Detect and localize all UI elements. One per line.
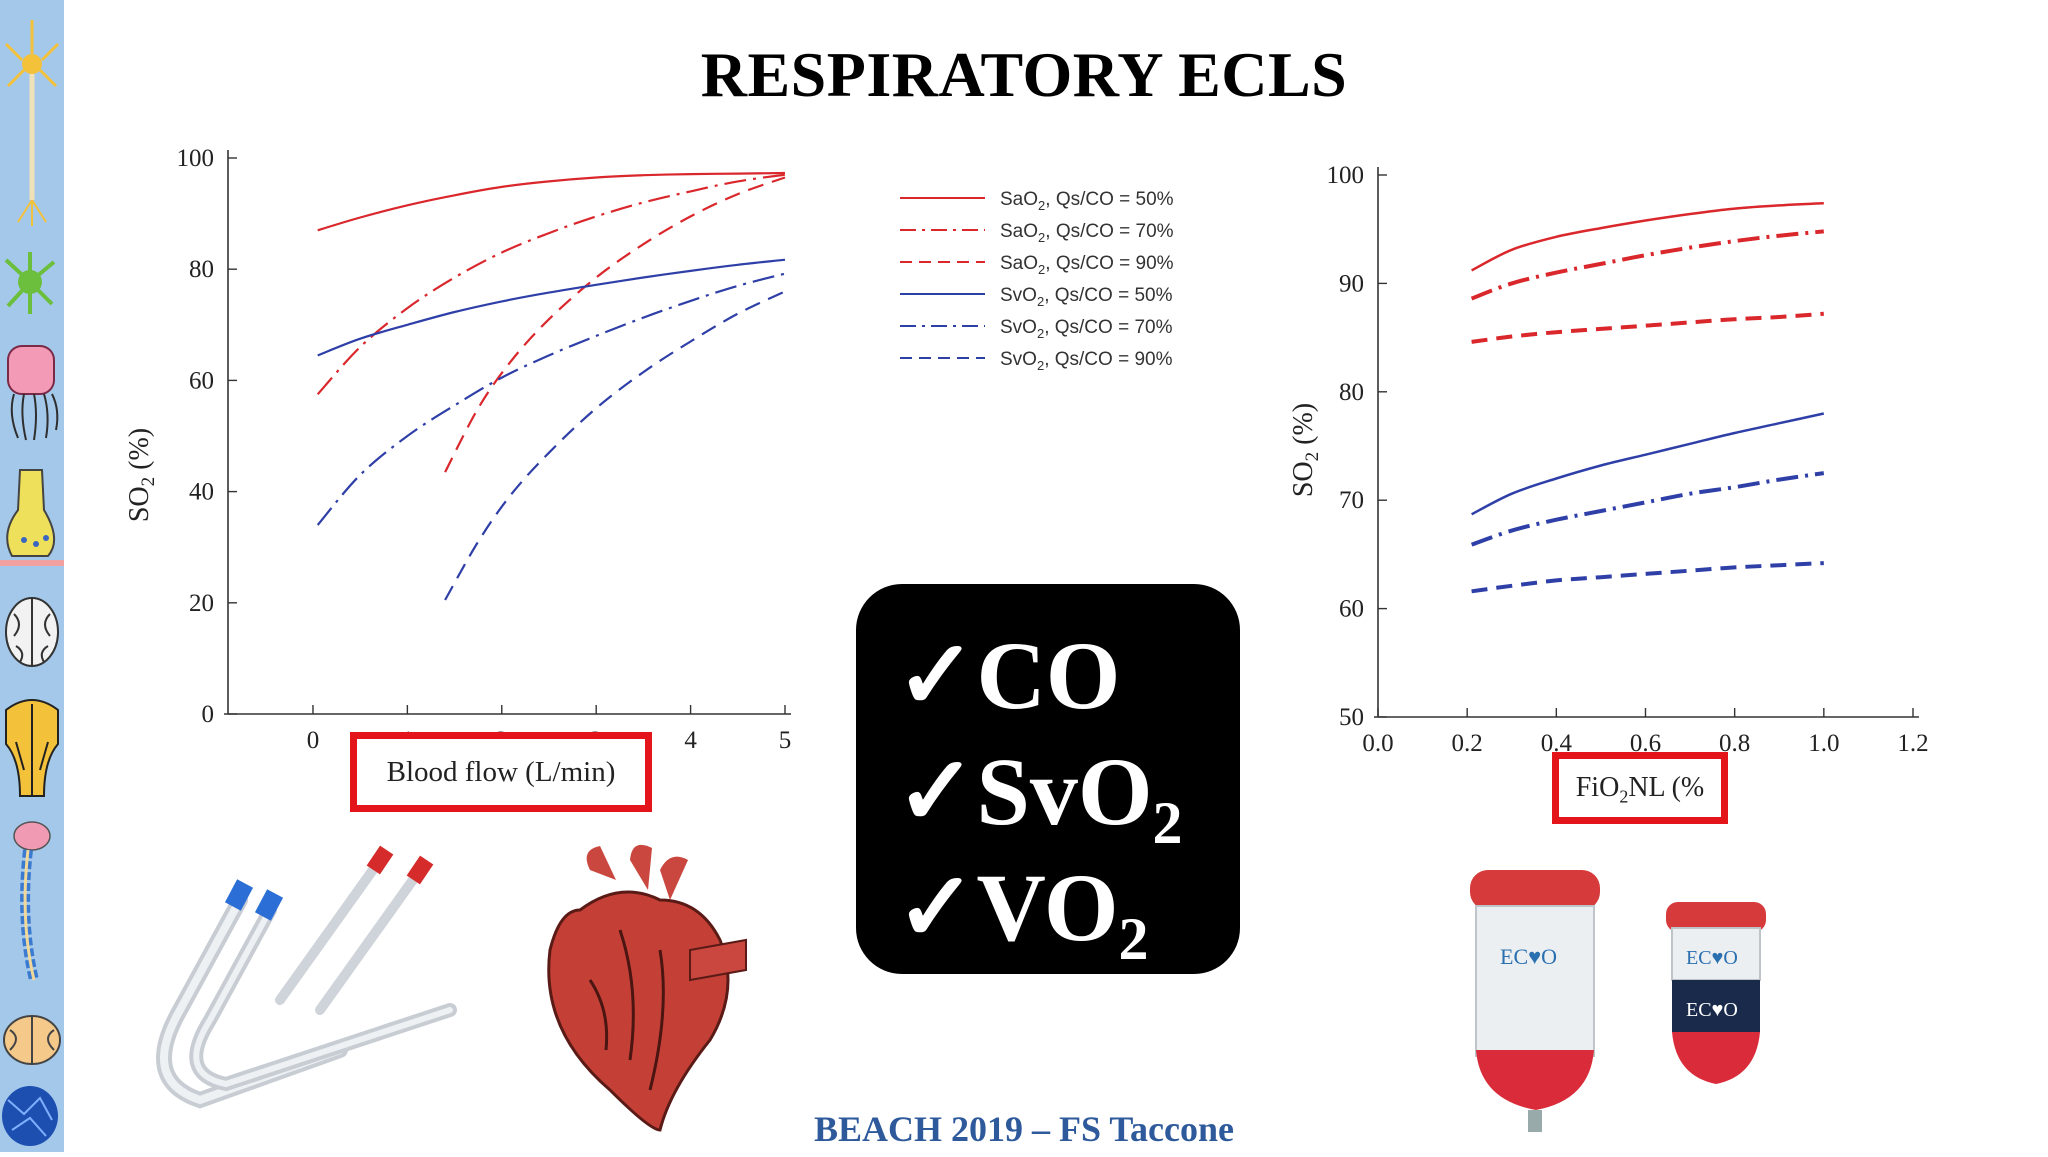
- x-tick-label: 0.2: [1452, 730, 1483, 757]
- x-axis-label-fio2: FiO2NL (%: [1575, 772, 1705, 807]
- y-tick-label: 100: [1327, 162, 1365, 189]
- y-tick-label: 90: [1339, 270, 1364, 297]
- y-tick-label: 70: [1339, 487, 1364, 514]
- series-line-4: [1470, 471, 1825, 547]
- cerebellum-icon: [3, 1015, 61, 1065]
- y-tick-label: 0: [202, 701, 215, 728]
- right-y-axis-label: SO2 (%): [1288, 403, 1323, 497]
- check-item-co: ✓CO: [896, 622, 1121, 729]
- left-y-axis-label: SO2 (%): [124, 428, 159, 522]
- chart-blood-flow: 020406080100012345 SO2 (%) SaO2, Qs/CO =…: [124, 145, 1174, 754]
- y-tick-label: 50: [1339, 704, 1364, 731]
- legend-entry-3: SvO2, Qs/CO = 50%: [1000, 285, 1173, 309]
- svg-text:EC♥O: EC♥O: [1686, 999, 1738, 1021]
- x-tick-label: 0.0: [1362, 730, 1393, 757]
- oxygenator-small: EC♥O EC♥O: [1666, 902, 1766, 1084]
- series-line-2: [1471, 311, 1824, 344]
- series-line-1: [1470, 229, 1824, 301]
- y-tick-label: 100: [177, 145, 215, 172]
- oxygenator-large: EC♥O: [1470, 870, 1600, 1132]
- check-item-vo2: ✓VO2: [896, 854, 1149, 973]
- x-tick-label: 5: [779, 727, 792, 754]
- footer-text: BEACH 2019 – FS Taccone: [813, 1109, 1235, 1149]
- series-line-5: [1471, 561, 1824, 594]
- x-axis-label-blood-flow: Blood flow (L/min): [386, 756, 616, 788]
- ecmo-cannulas-image: [156, 845, 457, 1109]
- series-line-2: [444, 176, 786, 473]
- legend-entry-5: SvO2, Qs/CO = 90%: [1000, 349, 1173, 373]
- astrocyte-icon: [4, 252, 56, 314]
- spinal-cord-icon: [13, 821, 51, 982]
- series-line-5: [444, 290, 786, 601]
- legend-entry-0: SaO2, Qs/CO = 50%: [1000, 189, 1174, 213]
- legend-entry-4: SvO2, Qs/CO = 70%: [1000, 317, 1173, 341]
- y-tick-label: 40: [189, 479, 214, 506]
- chart-legend: SaO2, Qs/CO = 50% SaO2, Qs/CO = 70% SaO2, …: [900, 189, 1174, 373]
- brain-top-icon: [5, 597, 59, 667]
- neuron-icon: [4, 20, 60, 226]
- svg-text:EC♥O: EC♥O: [1500, 944, 1557, 969]
- series-line-3: [1471, 412, 1825, 516]
- y-tick-label: 60: [189, 367, 214, 394]
- heart-image: [547, 844, 747, 1132]
- series-line-4: [316, 272, 786, 526]
- x-tick-label: 0: [307, 727, 320, 754]
- y-tick-label: 60: [1339, 596, 1364, 623]
- blood-flow-label-box: Blood flow (L/min): [350, 732, 652, 812]
- oxygenator-image: EC♥O EC♥O EC♥O: [1470, 870, 1766, 1132]
- x-tick-label: 1.2: [1897, 730, 1928, 757]
- y-tick-label: 80: [1339, 379, 1364, 406]
- fio2-label-box: FiO2NL (%: [1552, 752, 1728, 824]
- brainstem-icon: [5, 699, 59, 797]
- series-line-0: [317, 171, 786, 232]
- x-tick-label: 1.0: [1808, 730, 1839, 757]
- x-tick-label: 4: [684, 727, 697, 754]
- y-tick-label: 80: [189, 256, 214, 283]
- neural-network-icon: [2, 1086, 58, 1146]
- synapse-icon: [0, 469, 64, 566]
- svg-text:EC♥O: EC♥O: [1686, 947, 1738, 969]
- legend-entry-2: SaO2, Qs/CO = 90%: [1000, 253, 1174, 277]
- check-item-svo2: ✓SvO2: [896, 738, 1183, 857]
- legend-entry-1: SaO2, Qs/CO = 70%: [1000, 221, 1174, 245]
- sidebar: [0, 0, 64, 1152]
- sidebar-icons: [0, 20, 64, 1146]
- series-line-3: [317, 258, 786, 357]
- y-tick-label: 20: [189, 590, 214, 617]
- series-line-0: [1471, 201, 1824, 272]
- series-line-1: [316, 173, 786, 396]
- microglia-icon: [7, 345, 59, 441]
- checklist-panel: ✓CO ✓SvO2 ✓VO2: [856, 584, 1240, 974]
- slide-title: RESPIRATORY ECLS: [700, 39, 1348, 110]
